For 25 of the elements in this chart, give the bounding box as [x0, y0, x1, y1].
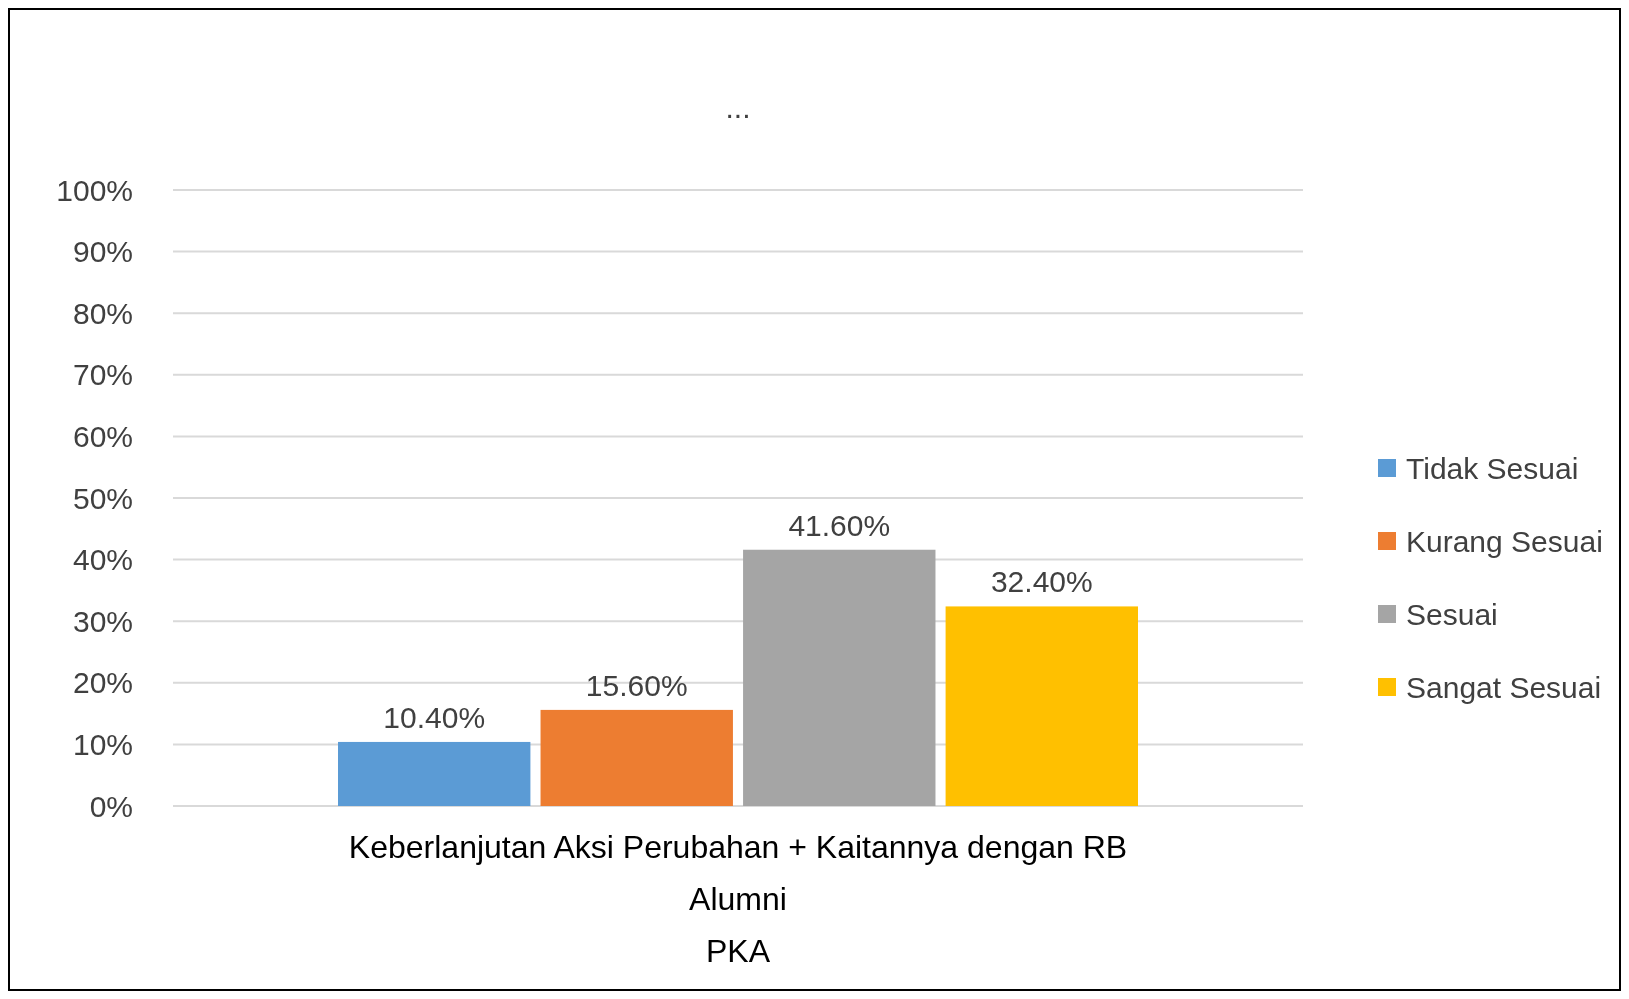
y-tick-label: 10%: [72, 727, 133, 761]
y-tick-label: 50%: [72, 481, 133, 515]
chart-title: ...: [725, 91, 751, 124]
y-tick-label: 90%: [72, 235, 133, 269]
data-label: 32.40%: [990, 565, 1093, 599]
data-label: 10.40%: [383, 700, 486, 734]
y-tick-label: 70%: [72, 358, 133, 392]
bar: [945, 606, 1138, 806]
bar: [338, 741, 531, 806]
bar: [540, 709, 733, 806]
y-tick-label: 20%: [72, 666, 133, 700]
legend-label: Tidak Sesuai: [1406, 451, 1579, 485]
y-tick-label: 80%: [72, 296, 133, 330]
bar: [743, 549, 936, 806]
legend-label: Sangat Sesuai: [1406, 670, 1602, 704]
legend-label: Sesuai: [1406, 597, 1498, 631]
y-tick-label: 40%: [72, 543, 133, 577]
y-tick-label: 30%: [72, 604, 133, 638]
y-tick-label: 0%: [89, 789, 133, 823]
x-tick-label: Keberlanjutan Aksi Perubahan + Kaitannya dengan RB Alumni PKA: [348, 829, 1128, 969]
y-tick-label: 60%: [72, 419, 133, 453]
legend-label: Kurang Sesuai: [1406, 524, 1603, 558]
data-label: 15.60%: [585, 668, 688, 702]
data-label: 41.60%: [788, 508, 891, 542]
y-tick-label: 100%: [56, 173, 133, 207]
